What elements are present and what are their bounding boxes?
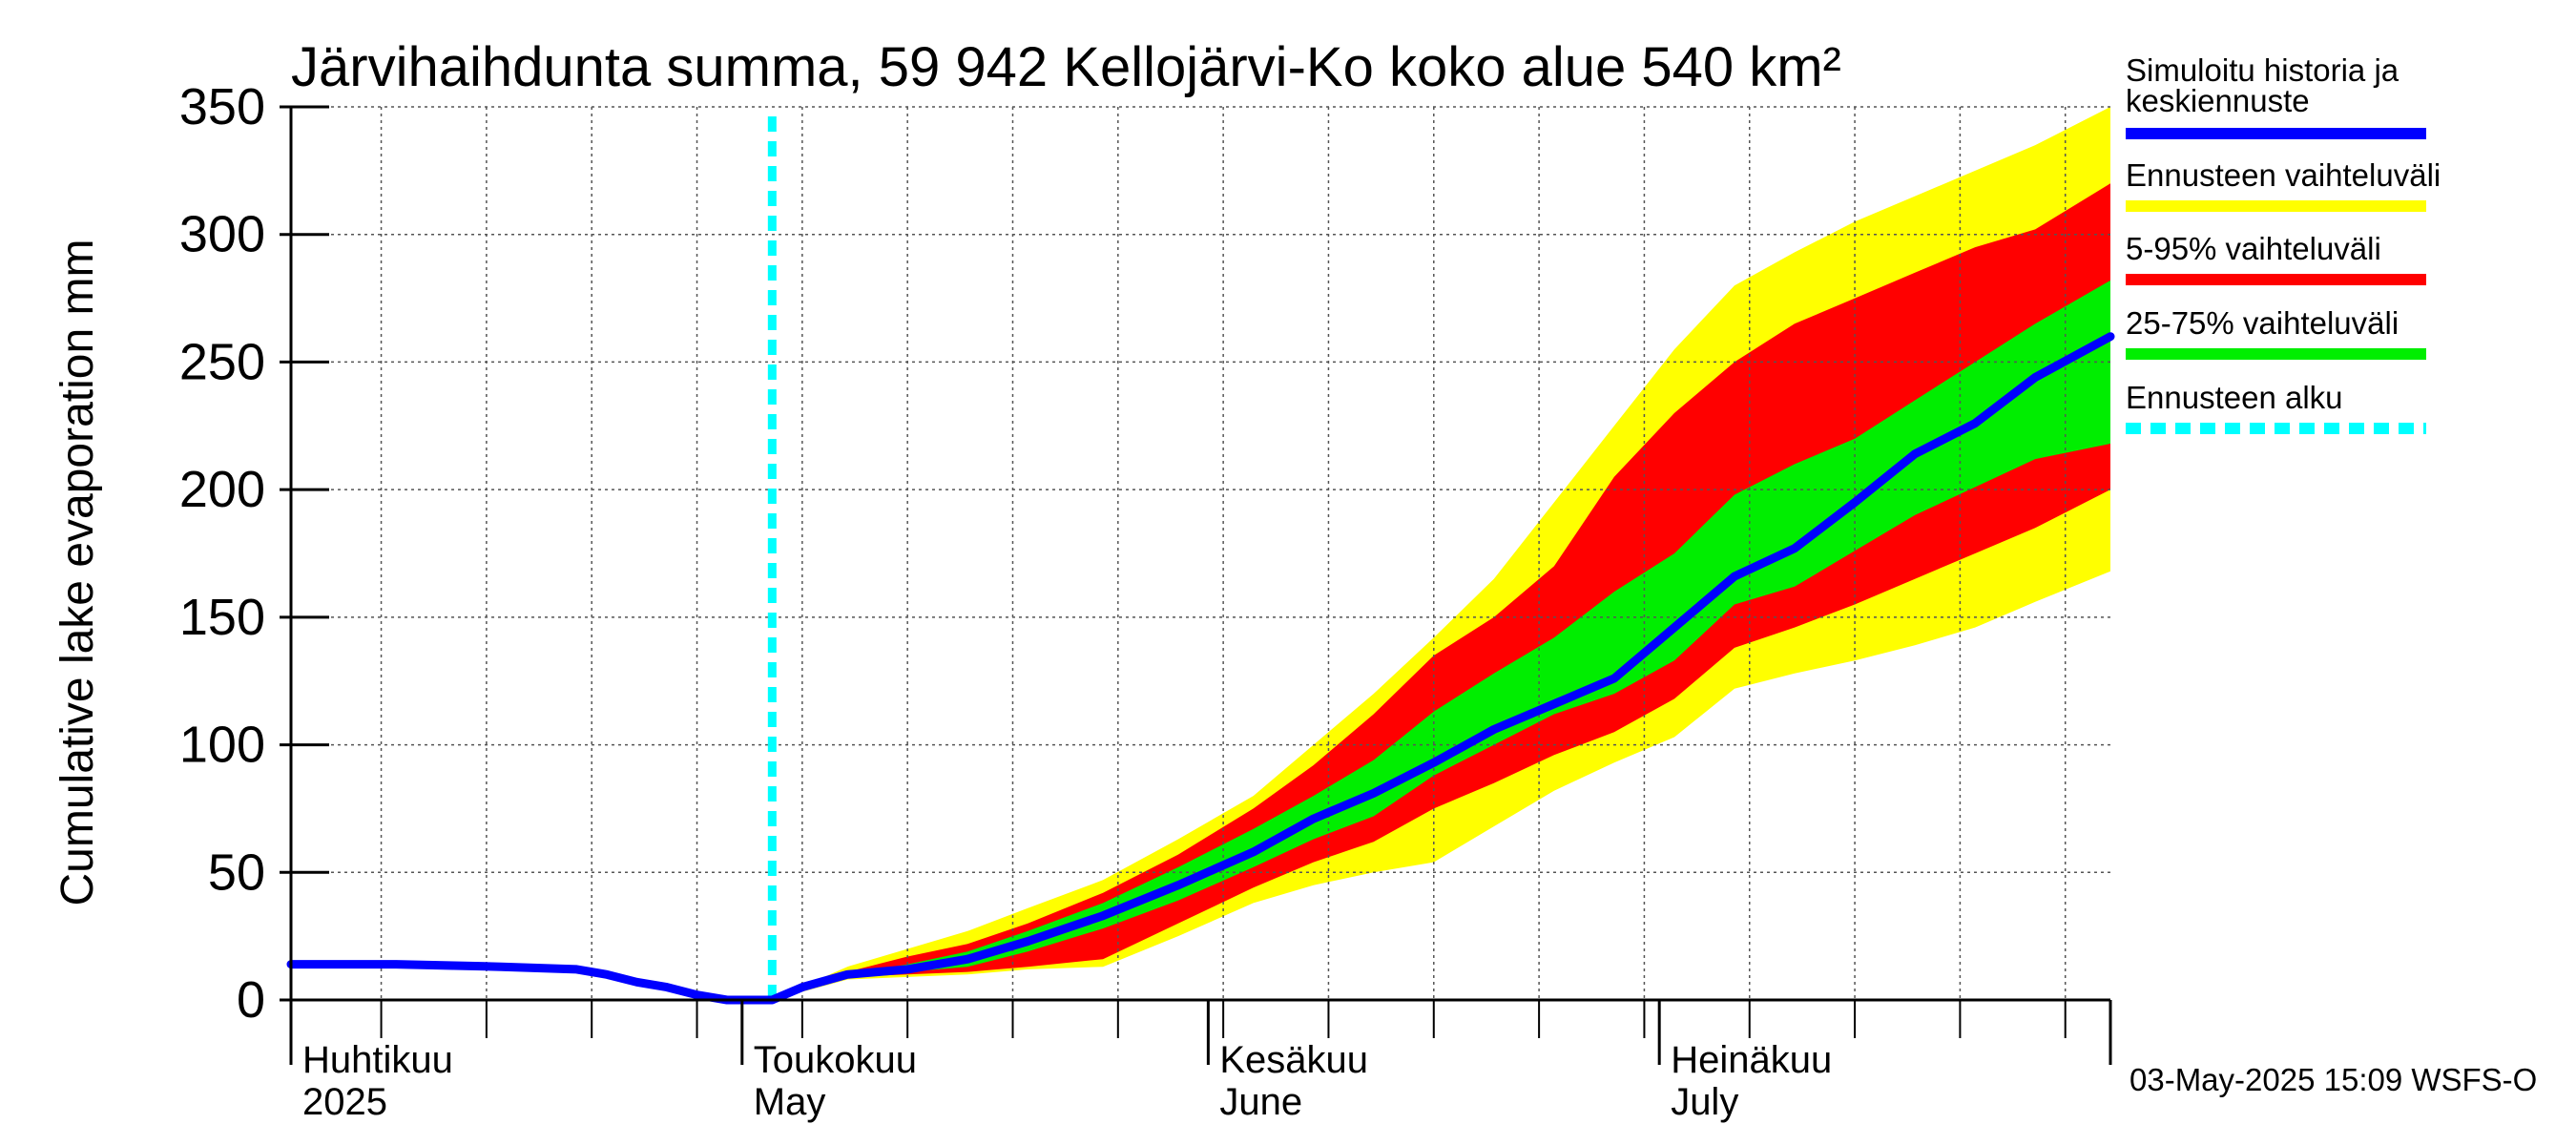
- band-1: [772, 107, 2110, 1000]
- y-tick-label: 250: [179, 333, 265, 390]
- y-tick-label: 300: [179, 206, 265, 263]
- forecast-bands: [772, 107, 2110, 1000]
- month-label: Kesäkuu: [1219, 1039, 1368, 1081]
- month-label: Huhtikuu: [302, 1039, 453, 1081]
- grid-lines: [291, 106, 2110, 1000]
- axes: [280, 105, 2112, 1065]
- legend-label: Ennusteen alku: [2126, 380, 2343, 415]
- month-label: Heinäkuu: [1671, 1039, 1832, 1081]
- month-sublabel: May: [754, 1081, 826, 1123]
- month-label: Toukokuu: [754, 1039, 917, 1081]
- legend-label: Ennusteen vaihteluväli: [2126, 157, 2441, 193]
- legend-label: 5-95% vaihteluväli: [2126, 231, 2381, 266]
- median-line-group: [286, 332, 2115, 1005]
- y-tick-label: 350: [179, 78, 265, 135]
- band-2: [772, 183, 2110, 1000]
- y-tick-label: 0: [237, 971, 265, 1029]
- y-tick-label: 50: [208, 843, 265, 901]
- month-sublabel: July: [1671, 1081, 1738, 1123]
- legend-label: keskiennuste: [2126, 83, 2310, 118]
- y-tick-label: 150: [179, 589, 265, 646]
- y-axis-label: Cumulative lake evaporation mm: [52, 239, 103, 906]
- month-sublabel: 2025: [302, 1081, 387, 1123]
- month-sublabel: June: [1219, 1081, 1302, 1123]
- y-tick-label: 200: [179, 461, 265, 518]
- chart-title: Järvihaihdunta summa, 59 942 Kellojärvi-…: [291, 36, 1841, 98]
- y-tick-label: 100: [179, 717, 265, 774]
- y-tick-labels: 0 50 100 150 200 250 300 350: [179, 78, 265, 1029]
- legend-label: 25-75% vaihteluväli: [2126, 305, 2399, 341]
- median-line: [286, 332, 2115, 1005]
- footer-timestamp: 03-May-2025 15:09 WSFS-O: [2129, 1062, 2537, 1097]
- legend-label: Simuloitu historia ja: [2126, 52, 2399, 88]
